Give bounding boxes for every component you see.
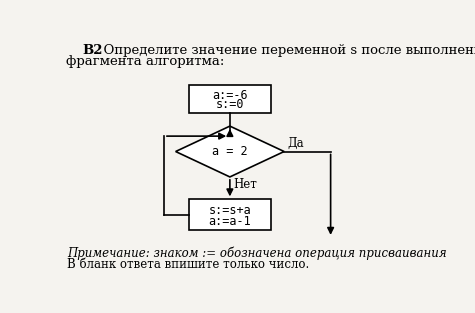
Text: фрагмента алгоритма:: фрагмента алгоритма: (66, 54, 224, 68)
Text: Нет: Нет (233, 178, 257, 192)
Text: a = 2: a = 2 (212, 145, 247, 158)
Text: B2: B2 (83, 44, 103, 57)
Text: s:=s+a: s:=s+a (209, 203, 251, 217)
FancyBboxPatch shape (189, 85, 271, 113)
Text: В бланк ответа впишите только число.: В бланк ответа впишите только число. (67, 258, 309, 271)
Text: Примечание: знаком := обозначена операция присваивания: Примечание: знаком := обозначена операци… (67, 247, 447, 260)
Text: s:=0: s:=0 (216, 98, 244, 111)
Text: a:=-6: a:=-6 (212, 89, 247, 101)
FancyBboxPatch shape (189, 199, 271, 230)
Text: . Определите значение переменной s после выполнения: . Определите значение переменной s после… (95, 44, 475, 57)
Text: Да: Да (287, 137, 304, 150)
Polygon shape (176, 126, 284, 177)
Text: a:=a-1: a:=a-1 (209, 215, 251, 228)
